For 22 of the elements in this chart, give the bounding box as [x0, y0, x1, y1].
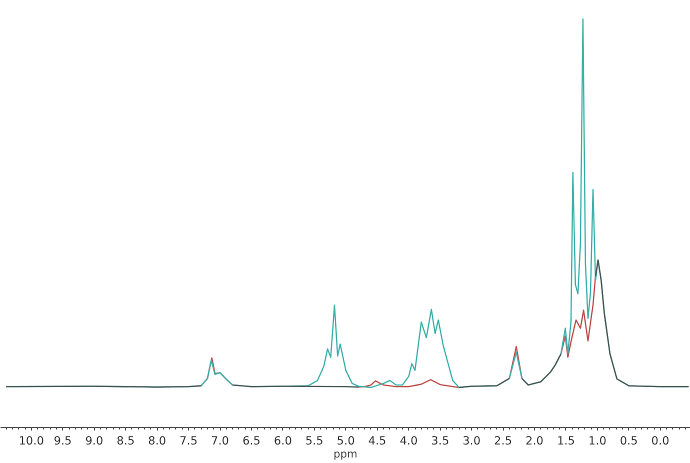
x-tick-label: 6.0 — [274, 434, 292, 448]
x-tick-label: 2.5 — [494, 434, 512, 448]
x-tick-label: 3.5 — [431, 434, 450, 448]
x-tick-label: 9.0 — [85, 434, 104, 448]
x-tick-label: 5.5 — [305, 434, 324, 448]
x-axis-title: ppm — [334, 448, 358, 460]
x-tick-label: 7.5 — [180, 434, 198, 448]
x-tick-label: 0.0 — [651, 434, 670, 448]
x-tick-label: 5.0 — [336, 434, 355, 448]
x-tick-label: 6.5 — [242, 434, 260, 448]
x-tick-label: 2.0 — [526, 434, 544, 448]
x-tick-label: 0.5 — [620, 434, 638, 448]
x-tick-label: 4.5 — [368, 434, 386, 448]
x-tick-label: 4.0 — [400, 434, 418, 448]
x-tick-label: 1.5 — [556, 434, 575, 448]
x-tick-label: 7.0 — [211, 434, 230, 448]
x-tick-label: 1.0 — [588, 434, 606, 448]
x-tick-label: 9.5 — [54, 434, 72, 448]
x-tick-label: 10.0 — [18, 434, 44, 448]
x-tick-label: 8.5 — [116, 434, 135, 448]
x-tick-label: 3.0 — [462, 434, 481, 448]
x-tick-label: 8.0 — [148, 434, 166, 448]
